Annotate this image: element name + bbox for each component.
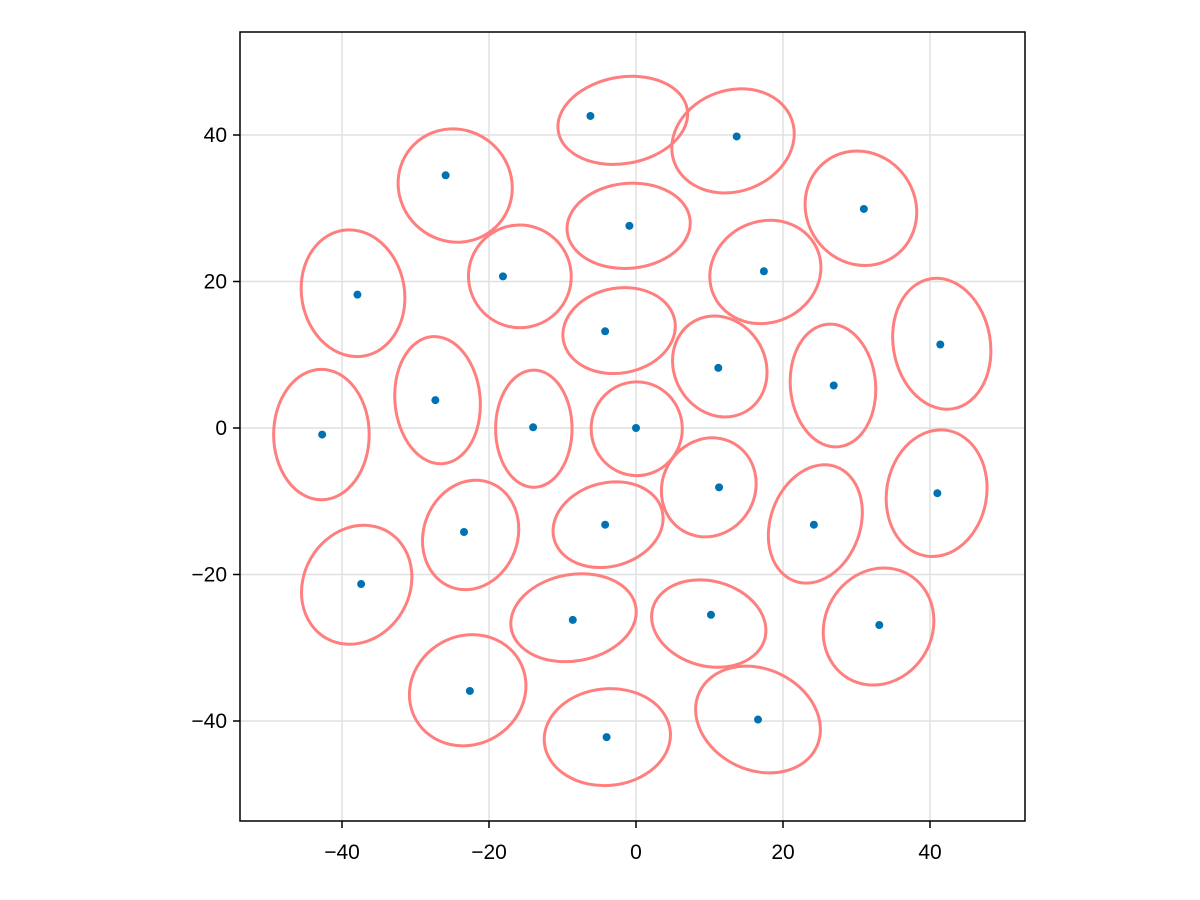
- data-point: [875, 621, 884, 630]
- confidence-ellipse: [556, 74, 690, 166]
- data-point: [431, 396, 440, 405]
- data-point: [936, 340, 945, 349]
- confidence-ellipse: [561, 286, 677, 376]
- x-tick-label: −20: [471, 841, 507, 864]
- y-tick-label: −20: [191, 564, 227, 587]
- confidence-ellipse: [551, 480, 665, 570]
- confidence-ellipse: [650, 578, 768, 669]
- confidence-ellipse: [803, 149, 919, 267]
- confidence-ellipse: [407, 633, 528, 748]
- data-point: [318, 430, 327, 439]
- data-point: [732, 132, 741, 141]
- data-point: [632, 424, 640, 432]
- data-point: [465, 686, 474, 695]
- y-tick-label: 20: [204, 271, 227, 294]
- data-point: [357, 580, 366, 589]
- data-point: [353, 290, 362, 299]
- data-point: [529, 423, 538, 432]
- confidence-ellipse: [708, 218, 823, 326]
- y-tick-label: −40: [191, 710, 227, 733]
- confidence-ellipse: [494, 368, 574, 489]
- x-tick-label: 20: [771, 841, 794, 864]
- confidence-ellipse: [300, 523, 414, 646]
- y-tick-label: 0: [215, 417, 227, 440]
- confidence-ellipse: [565, 181, 692, 270]
- data-point: [625, 221, 634, 230]
- data-point: [498, 272, 507, 281]
- data-point: [714, 363, 723, 372]
- data-point: [933, 489, 942, 498]
- data-point: [602, 733, 611, 742]
- confidence-ellipse: [299, 228, 407, 359]
- data-point: [809, 520, 818, 529]
- data-point: [601, 520, 610, 529]
- confidence-ellipse: [766, 463, 864, 585]
- confidence-ellipse: [466, 223, 573, 330]
- y-axis: −40 −20 0 20 40: [191, 124, 240, 733]
- confidence-ellipse: [272, 367, 371, 502]
- plot-frame: [239, 31, 1026, 822]
- confidence-ellipse: [670, 87, 796, 195]
- data-point: [586, 111, 595, 120]
- x-axis: −40 −20 0 20 40: [324, 821, 942, 864]
- data-point: [829, 381, 838, 390]
- data-point: [859, 204, 868, 213]
- confidence-ellipse: [393, 335, 482, 466]
- x-tick-label: 0: [630, 841, 642, 864]
- data-point: [441, 171, 450, 180]
- confidence-ellipse: [671, 314, 769, 419]
- confidence-ellipse: [542, 687, 672, 788]
- confidence-ellipse: [396, 127, 514, 244]
- confidence-ellipse: [891, 276, 993, 411]
- data-point: [759, 267, 768, 276]
- x-tick-label: −40: [324, 841, 360, 864]
- data-point: [754, 715, 763, 724]
- confidence-ellipse: [509, 572, 638, 664]
- confidence-ellipse: [821, 566, 936, 687]
- y-tick-label: 40: [204, 124, 227, 147]
- data-point: [601, 327, 610, 336]
- data-point: [460, 528, 469, 537]
- x-tick-label: 40: [918, 841, 941, 864]
- data-point: [568, 615, 577, 624]
- confidence-ellipse: [420, 478, 521, 592]
- ellipse-layer: [272, 74, 993, 788]
- confidence-ellipse: [694, 664, 822, 775]
- confidence-ellipse: [788, 322, 878, 449]
- confidence-ellipse: [659, 436, 758, 539]
- data-point: [715, 483, 724, 492]
- confidence-ellipse: [589, 380, 684, 478]
- point-layer: [318, 111, 945, 742]
- confidence-ellipse: [884, 428, 989, 559]
- data-point: [706, 610, 715, 619]
